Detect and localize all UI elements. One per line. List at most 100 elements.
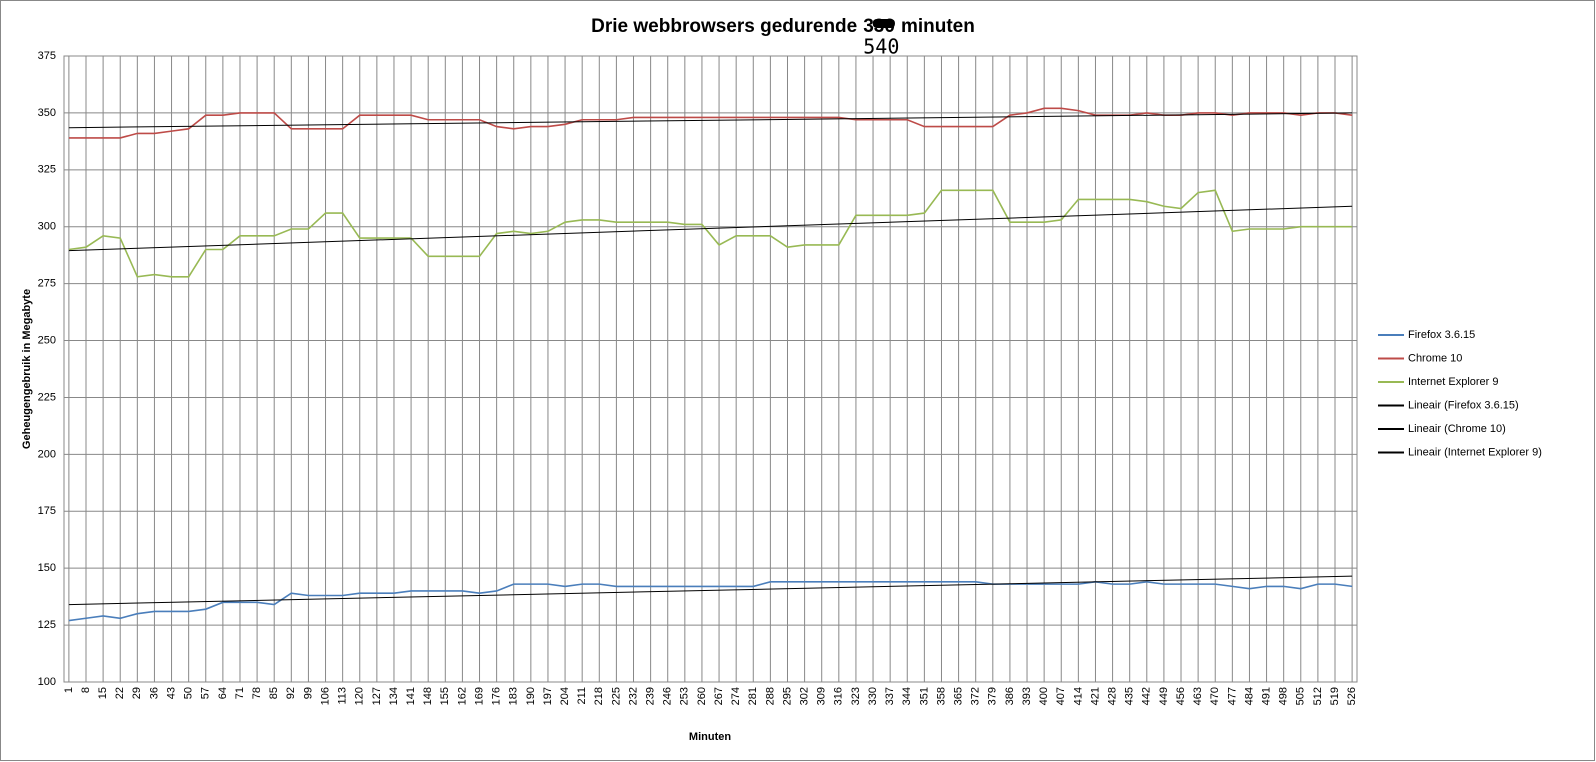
series-line — [68, 112, 1353, 129]
x-tick-label: 323 — [850, 687, 862, 705]
y-tick-label: 325 — [38, 164, 56, 176]
x-tick-label: 302 — [799, 687, 811, 705]
x-tick-label: 218 — [593, 687, 605, 705]
x-tick-label: 1 — [63, 687, 75, 693]
x-tick-label: 330 — [867, 687, 879, 705]
x-tick-label: 43 — [165, 687, 177, 699]
x-tick-label: 29 — [131, 687, 143, 699]
x-tick-label: 8 — [80, 687, 92, 693]
x-tick-label: 22 — [114, 687, 126, 699]
y-tick-label: 250 — [38, 334, 56, 346]
x-tick-label: 260 — [696, 687, 708, 705]
x-tick-label: 498 — [1278, 687, 1290, 705]
x-tick-label: 141 — [405, 687, 417, 705]
x-tick-label: 64 — [217, 687, 229, 699]
x-tick-label: 309 — [816, 687, 828, 705]
y-tick-label: 175 — [38, 505, 56, 517]
chart-title: Drie webbrowsers gedurende — [591, 16, 857, 37]
x-tick-label: 449 — [1158, 687, 1170, 705]
x-tick-label: 456 — [1175, 687, 1187, 705]
scribble — [872, 19, 895, 28]
x-tick-label: 505 — [1295, 687, 1307, 705]
y-tick-label: 375 — [38, 50, 56, 62]
y-tick-label: 150 — [38, 562, 56, 574]
x-tick-label: 484 — [1243, 687, 1255, 705]
legend-label: Lineair (Internet Explorer 9) — [1408, 446, 1542, 458]
x-tick-label: 274 — [730, 687, 742, 705]
x-tick-label: 92 — [285, 687, 297, 699]
x-tick-label: 386 — [1004, 687, 1016, 705]
x-tick-label: 442 — [1141, 687, 1153, 705]
legend-label: Lineair (Firefox 3.6.15) — [1408, 399, 1519, 411]
x-tick-label: 57 — [200, 687, 212, 699]
x-tick-label: 106 — [319, 687, 331, 705]
y-tick-label: 100 — [38, 676, 56, 688]
x-tick-label: 358 — [935, 687, 947, 705]
x-tick-label: 204 — [559, 687, 571, 705]
x-tick-label: 407 — [1055, 687, 1067, 705]
x-tick-label: 232 — [627, 687, 639, 705]
x-tick-label: 526 — [1346, 687, 1358, 705]
y-tick-label: 350 — [38, 107, 56, 119]
x-tick-label: 512 — [1312, 687, 1324, 705]
x-tick-label: 211 — [576, 687, 588, 705]
x-tick-label: 435 — [1124, 687, 1136, 705]
x-tick-label: 15 — [97, 687, 109, 699]
x-tick-label: 414 — [1072, 687, 1084, 705]
x-tick-label: 155 — [439, 687, 451, 705]
x-tick-label: 393 — [1021, 687, 1033, 705]
x-tick-label: 162 — [456, 687, 468, 705]
x-tick-label: 372 — [970, 687, 982, 705]
x-tick-label: 351 — [918, 687, 930, 705]
legend-label: Lineair (Chrome 10) — [1408, 423, 1506, 435]
x-tick-label: 519 — [1329, 687, 1341, 705]
y-axis-label: Geheugengebruik in Megabyte — [21, 289, 33, 449]
x-tick-label: 99 — [302, 687, 314, 699]
x-tick-label: 337 — [884, 687, 896, 705]
y-tick-label: 125 — [38, 619, 56, 631]
x-tick-label: 253 — [679, 687, 691, 705]
x-tick-label: 71 — [234, 687, 246, 699]
x-tick-label: 470 — [1209, 687, 1221, 705]
x-tick-label: 246 — [662, 687, 674, 705]
y-tick-label: 225 — [38, 391, 56, 403]
x-tick-label: 267 — [713, 687, 725, 705]
x-axis-label: Minuten — [689, 731, 731, 743]
x-tick-label: 148 — [422, 687, 434, 705]
x-tick-label: 295 — [781, 687, 793, 705]
y-tick-label: 300 — [38, 221, 56, 233]
x-tick-label: 169 — [473, 687, 485, 705]
legend-label: Internet Explorer 9 — [1408, 376, 1499, 388]
x-tick-label: 127 — [371, 687, 383, 705]
x-tick-label: 176 — [491, 687, 503, 705]
legend-label: Firefox 3.6.15 — [1408, 329, 1475, 341]
chart-title-end: minuten — [901, 16, 975, 37]
series-line — [68, 107, 1353, 139]
series-line — [68, 205, 1353, 252]
x-tick-label: 288 — [764, 687, 776, 705]
y-tick-label: 200 — [38, 448, 56, 460]
x-tick-label: 190 — [525, 687, 537, 705]
series-line — [68, 189, 1353, 278]
x-tick-label: 365 — [952, 687, 964, 705]
x-tick-label: 400 — [1038, 687, 1050, 705]
x-tick-label: 421 — [1089, 687, 1101, 705]
x-tick-label: 344 — [901, 687, 913, 705]
x-tick-label: 316 — [833, 687, 845, 705]
x-tick-label: 50 — [183, 687, 195, 699]
x-tick-label: 36 — [148, 687, 160, 699]
x-tick-label: 239 — [645, 687, 657, 705]
x-tick-label: 225 — [610, 687, 622, 705]
x-tick-label: 463 — [1192, 687, 1204, 705]
x-tick-label: 120 — [354, 687, 366, 705]
x-tick-label: 85 — [268, 687, 280, 699]
x-tick-label: 428 — [1106, 687, 1118, 705]
x-tick-label: 197 — [542, 687, 554, 705]
x-tick-label: 281 — [747, 687, 759, 705]
series-line — [68, 581, 1353, 622]
x-tick-label: 477 — [1226, 687, 1238, 705]
x-tick-label: 134 — [388, 687, 400, 705]
y-tick-label: 275 — [38, 278, 56, 290]
